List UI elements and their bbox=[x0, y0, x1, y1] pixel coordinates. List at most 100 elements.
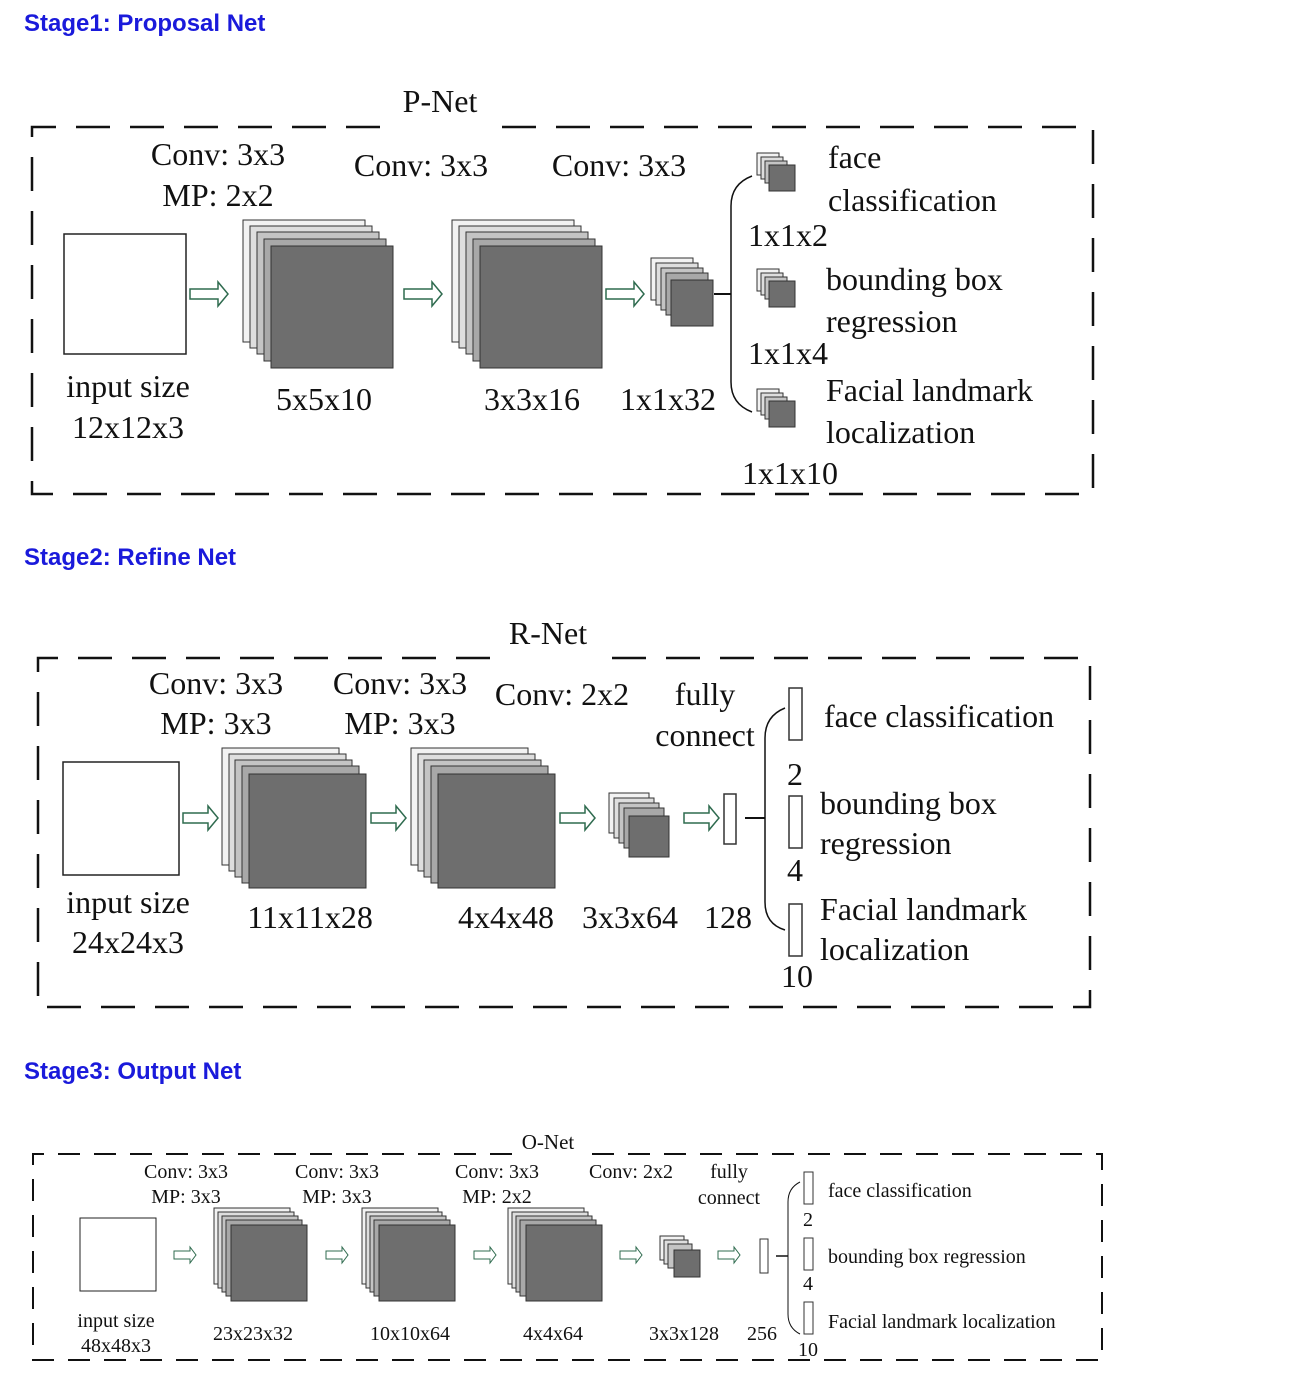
input-box bbox=[63, 233, 187, 355]
feature-stack-5x5x10 bbox=[242, 219, 394, 369]
rnet-arrow-1 bbox=[182, 803, 219, 833]
rnet-arrow-4 bbox=[683, 803, 720, 833]
rnet-arrow-3 bbox=[559, 803, 596, 833]
rnet-out3-line1: Facial landmark bbox=[820, 891, 1027, 927]
feature-dim-3: 3x3x64 bbox=[582, 899, 678, 935]
feature-stack-10x10x64 bbox=[361, 1207, 456, 1302]
rnet-out3-line2: localization bbox=[820, 931, 969, 967]
feature-stack-4x4x48 bbox=[410, 747, 556, 889]
pnet-frame bbox=[30, 125, 1095, 496]
pnet-diagram: P-Net input size 12x12x3 Conv: 3x3 MP: 2… bbox=[30, 83, 1095, 496]
onet-arrow-5 bbox=[717, 1245, 741, 1265]
rnet-title: R-Net bbox=[509, 615, 587, 651]
pnet-out3-line2: localization bbox=[826, 414, 975, 450]
output-stack-face bbox=[756, 152, 796, 192]
output-vector-bbox bbox=[788, 795, 803, 849]
feature-stack-3x3x64 bbox=[608, 792, 670, 858]
feature-stack-11x11x28 bbox=[221, 747, 367, 889]
onet-frame bbox=[32, 1153, 1103, 1361]
rnet-op2-mp: MP: 3x3 bbox=[344, 705, 455, 741]
input-box bbox=[79, 1217, 157, 1292]
output-stack-bbox bbox=[756, 268, 796, 308]
input-box bbox=[62, 761, 180, 876]
input-size-label: input size bbox=[66, 884, 190, 920]
input-size-label: input size bbox=[77, 1310, 154, 1332]
feature-dim-4: 3x3x128 bbox=[649, 1323, 719, 1345]
feature-dim-2: 4x4x48 bbox=[458, 899, 554, 935]
feature-stack-23x23x32 bbox=[213, 1207, 308, 1302]
onet-out3-label: Facial landmark localization bbox=[828, 1311, 1056, 1333]
stage1-heading: Stage1: Proposal Net bbox=[24, 10, 266, 37]
feature-stack-3x3x16 bbox=[451, 219, 603, 369]
rnet-brace bbox=[764, 707, 786, 931]
fc-vector-256 bbox=[759, 1238, 769, 1274]
onet-out2-label: bounding box regression bbox=[828, 1246, 1026, 1268]
onet-arrow-2 bbox=[325, 1245, 349, 1265]
pnet-arrow-2 bbox=[403, 279, 443, 309]
rnet-out2-line1: bounding box bbox=[820, 785, 997, 821]
onet-fc-line1: fully bbox=[710, 1161, 748, 1183]
pnet-op1-mp: MP: 2x2 bbox=[162, 177, 273, 213]
output-vector-face bbox=[788, 687, 803, 741]
onet-op1-conv: Conv: 3x3 bbox=[144, 1161, 228, 1183]
pnet-out1-line2: classification bbox=[828, 182, 997, 218]
onet-brace bbox=[787, 1181, 801, 1335]
rnet-fc-line1: fully bbox=[675, 676, 735, 712]
pnet-out2-line2: regression bbox=[826, 303, 958, 339]
rnet-frame bbox=[36, 656, 1092, 1009]
input-size-value: 48x48x3 bbox=[81, 1335, 151, 1357]
feature-dim-1: 5x5x10 bbox=[276, 381, 372, 417]
feature-stack-1x1x32 bbox=[650, 257, 714, 327]
pnet-out2-line1: bounding box bbox=[826, 261, 1003, 297]
onet-out1-dim: 2 bbox=[803, 1209, 813, 1231]
pnet-brace bbox=[730, 175, 753, 413]
rnet-diagram: R-Net input size 24x24x3 Conv: 3x3 MP: 3… bbox=[36, 615, 1092, 1009]
rnet-op1-mp: MP: 3x3 bbox=[160, 705, 271, 741]
feature-dim-1: 11x11x28 bbox=[247, 899, 373, 935]
feature-dim-2: 10x10x64 bbox=[370, 1323, 450, 1345]
onet-op2-mp: MP: 3x3 bbox=[302, 1186, 371, 1208]
rnet-out2-dim: 4 bbox=[787, 852, 803, 888]
rnet-out3-dim: 10 bbox=[781, 958, 813, 994]
pnet-op2-conv: Conv: 3x3 bbox=[354, 147, 488, 183]
pnet-op1-conv: Conv: 3x3 bbox=[151, 136, 285, 172]
output-vector-landmark bbox=[788, 903, 803, 957]
pnet-op3-conv: Conv: 3x3 bbox=[552, 147, 686, 183]
onet-out1-label: face classification bbox=[828, 1180, 972, 1202]
feature-dim-1: 23x23x32 bbox=[213, 1323, 293, 1345]
onet-fc-line2: connect bbox=[698, 1187, 761, 1209]
rnet-op1-conv: Conv: 3x3 bbox=[149, 665, 283, 701]
output-vector-landmark bbox=[803, 1301, 814, 1335]
rnet-out1-dim: 2 bbox=[787, 756, 803, 792]
pnet-out1-dim: 1x1x2 bbox=[748, 217, 828, 253]
onet-op3-conv: Conv: 3x3 bbox=[455, 1161, 539, 1183]
output-vector-bbox bbox=[803, 1237, 814, 1271]
fc-vector-128 bbox=[723, 793, 737, 845]
output-vector-face bbox=[803, 1171, 814, 1205]
rnet-out2-line2: regression bbox=[820, 825, 952, 861]
fc-dim: 256 bbox=[747, 1323, 777, 1345]
input-size-value: 24x24x3 bbox=[72, 924, 184, 960]
pnet-out3-dim: 1x1x10 bbox=[742, 455, 838, 491]
pnet-title: P-Net bbox=[403, 83, 478, 119]
feature-stack-4x4x64 bbox=[507, 1207, 603, 1302]
pnet-arrow-3 bbox=[605, 279, 645, 309]
onet-arrow-3 bbox=[473, 1245, 497, 1265]
onet-title: O-Net bbox=[522, 1130, 575, 1154]
pnet-out3-line1: Facial landmark bbox=[826, 372, 1033, 408]
stage3-heading: Stage3: Output Net bbox=[24, 1058, 242, 1085]
rnet-arrow-2 bbox=[370, 803, 407, 833]
input-size-label: input size bbox=[66, 368, 190, 404]
feature-dim-2: 3x3x16 bbox=[484, 381, 580, 417]
pnet-out2-dim: 1x1x4 bbox=[748, 335, 828, 371]
pnet-out1-line1: face bbox=[828, 139, 881, 175]
rnet-out1-label: face classification bbox=[824, 698, 1054, 734]
rnet-op2-conv: Conv: 3x3 bbox=[333, 665, 467, 701]
feature-stack-3x3x128 bbox=[659, 1235, 701, 1278]
output-stack-landmark bbox=[756, 388, 796, 428]
onet-op4-conv: Conv: 2x2 bbox=[589, 1161, 673, 1183]
onet-out2-dim: 4 bbox=[803, 1273, 813, 1295]
onet-diagram: O-Net input size 48x48x3 Conv: 3x3 MP: 3… bbox=[32, 1130, 1103, 1361]
stage2-heading: Stage2: Refine Net bbox=[24, 544, 237, 571]
feature-dim-3: 4x4x64 bbox=[523, 1323, 583, 1345]
